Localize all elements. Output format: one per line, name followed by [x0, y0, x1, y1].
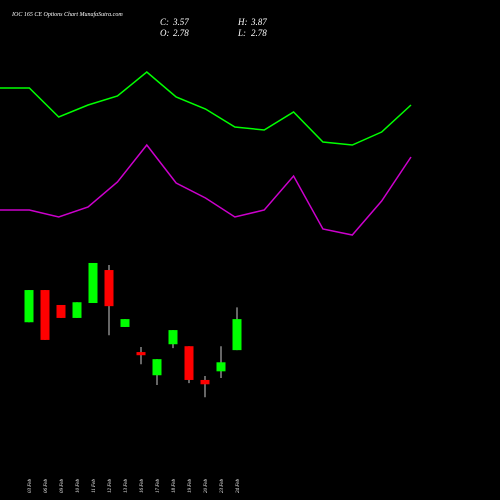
- x-tick-label: 19 Feb: [188, 478, 193, 493]
- indicator-line: [0, 71, 412, 146]
- candle-body: [168, 330, 178, 345]
- low-value: 2.78: [251, 28, 267, 38]
- candle-body: [40, 290, 50, 340]
- x-tick-label: 03 Feb: [28, 478, 33, 493]
- x-tick-label: 24 Feb: [236, 478, 241, 493]
- chart-title: IOC 165 CE Options Chart MunafaSutra.com: [11, 11, 123, 18]
- x-tick-label: 12 Feb: [108, 478, 113, 493]
- x-tick-label: 10 Feb: [76, 478, 81, 493]
- indicator-line: [0, 143, 412, 236]
- high-label: H:: [237, 17, 248, 27]
- candle-body: [136, 352, 146, 356]
- candle-body: [120, 319, 130, 327]
- candle-body: [184, 346, 194, 380]
- high-value: 3.87: [250, 17, 267, 27]
- close-value: 3.57: [172, 17, 189, 27]
- candle-body: [152, 359, 162, 376]
- x-tick-label: 17 Feb: [156, 478, 161, 493]
- x-tick-label: 09 Feb: [60, 478, 65, 493]
- candle-body: [232, 319, 242, 351]
- candle-body: [200, 379, 210, 385]
- open-value: 2.78: [173, 28, 189, 38]
- low-label: L:: [237, 28, 246, 38]
- candle-body: [56, 304, 66, 318]
- x-tick-label: 18 Feb: [172, 478, 177, 493]
- x-tick-label: 11 Feb: [92, 479, 97, 493]
- x-tick-label: 16 Feb: [140, 478, 145, 493]
- open-label: O:: [160, 28, 170, 38]
- candle-body: [72, 302, 82, 318]
- candle-body: [216, 362, 226, 372]
- candle-body: [104, 270, 114, 307]
- x-tick-label: 13 Feb: [124, 478, 129, 493]
- close-label: C:: [160, 17, 169, 27]
- candle-body: [24, 290, 34, 323]
- x-tick-label: 20 Feb: [204, 478, 209, 493]
- candle-body: [88, 262, 98, 304]
- x-tick-label: 23 Feb: [220, 478, 225, 493]
- x-tick-label: 06 Feb: [44, 478, 49, 493]
